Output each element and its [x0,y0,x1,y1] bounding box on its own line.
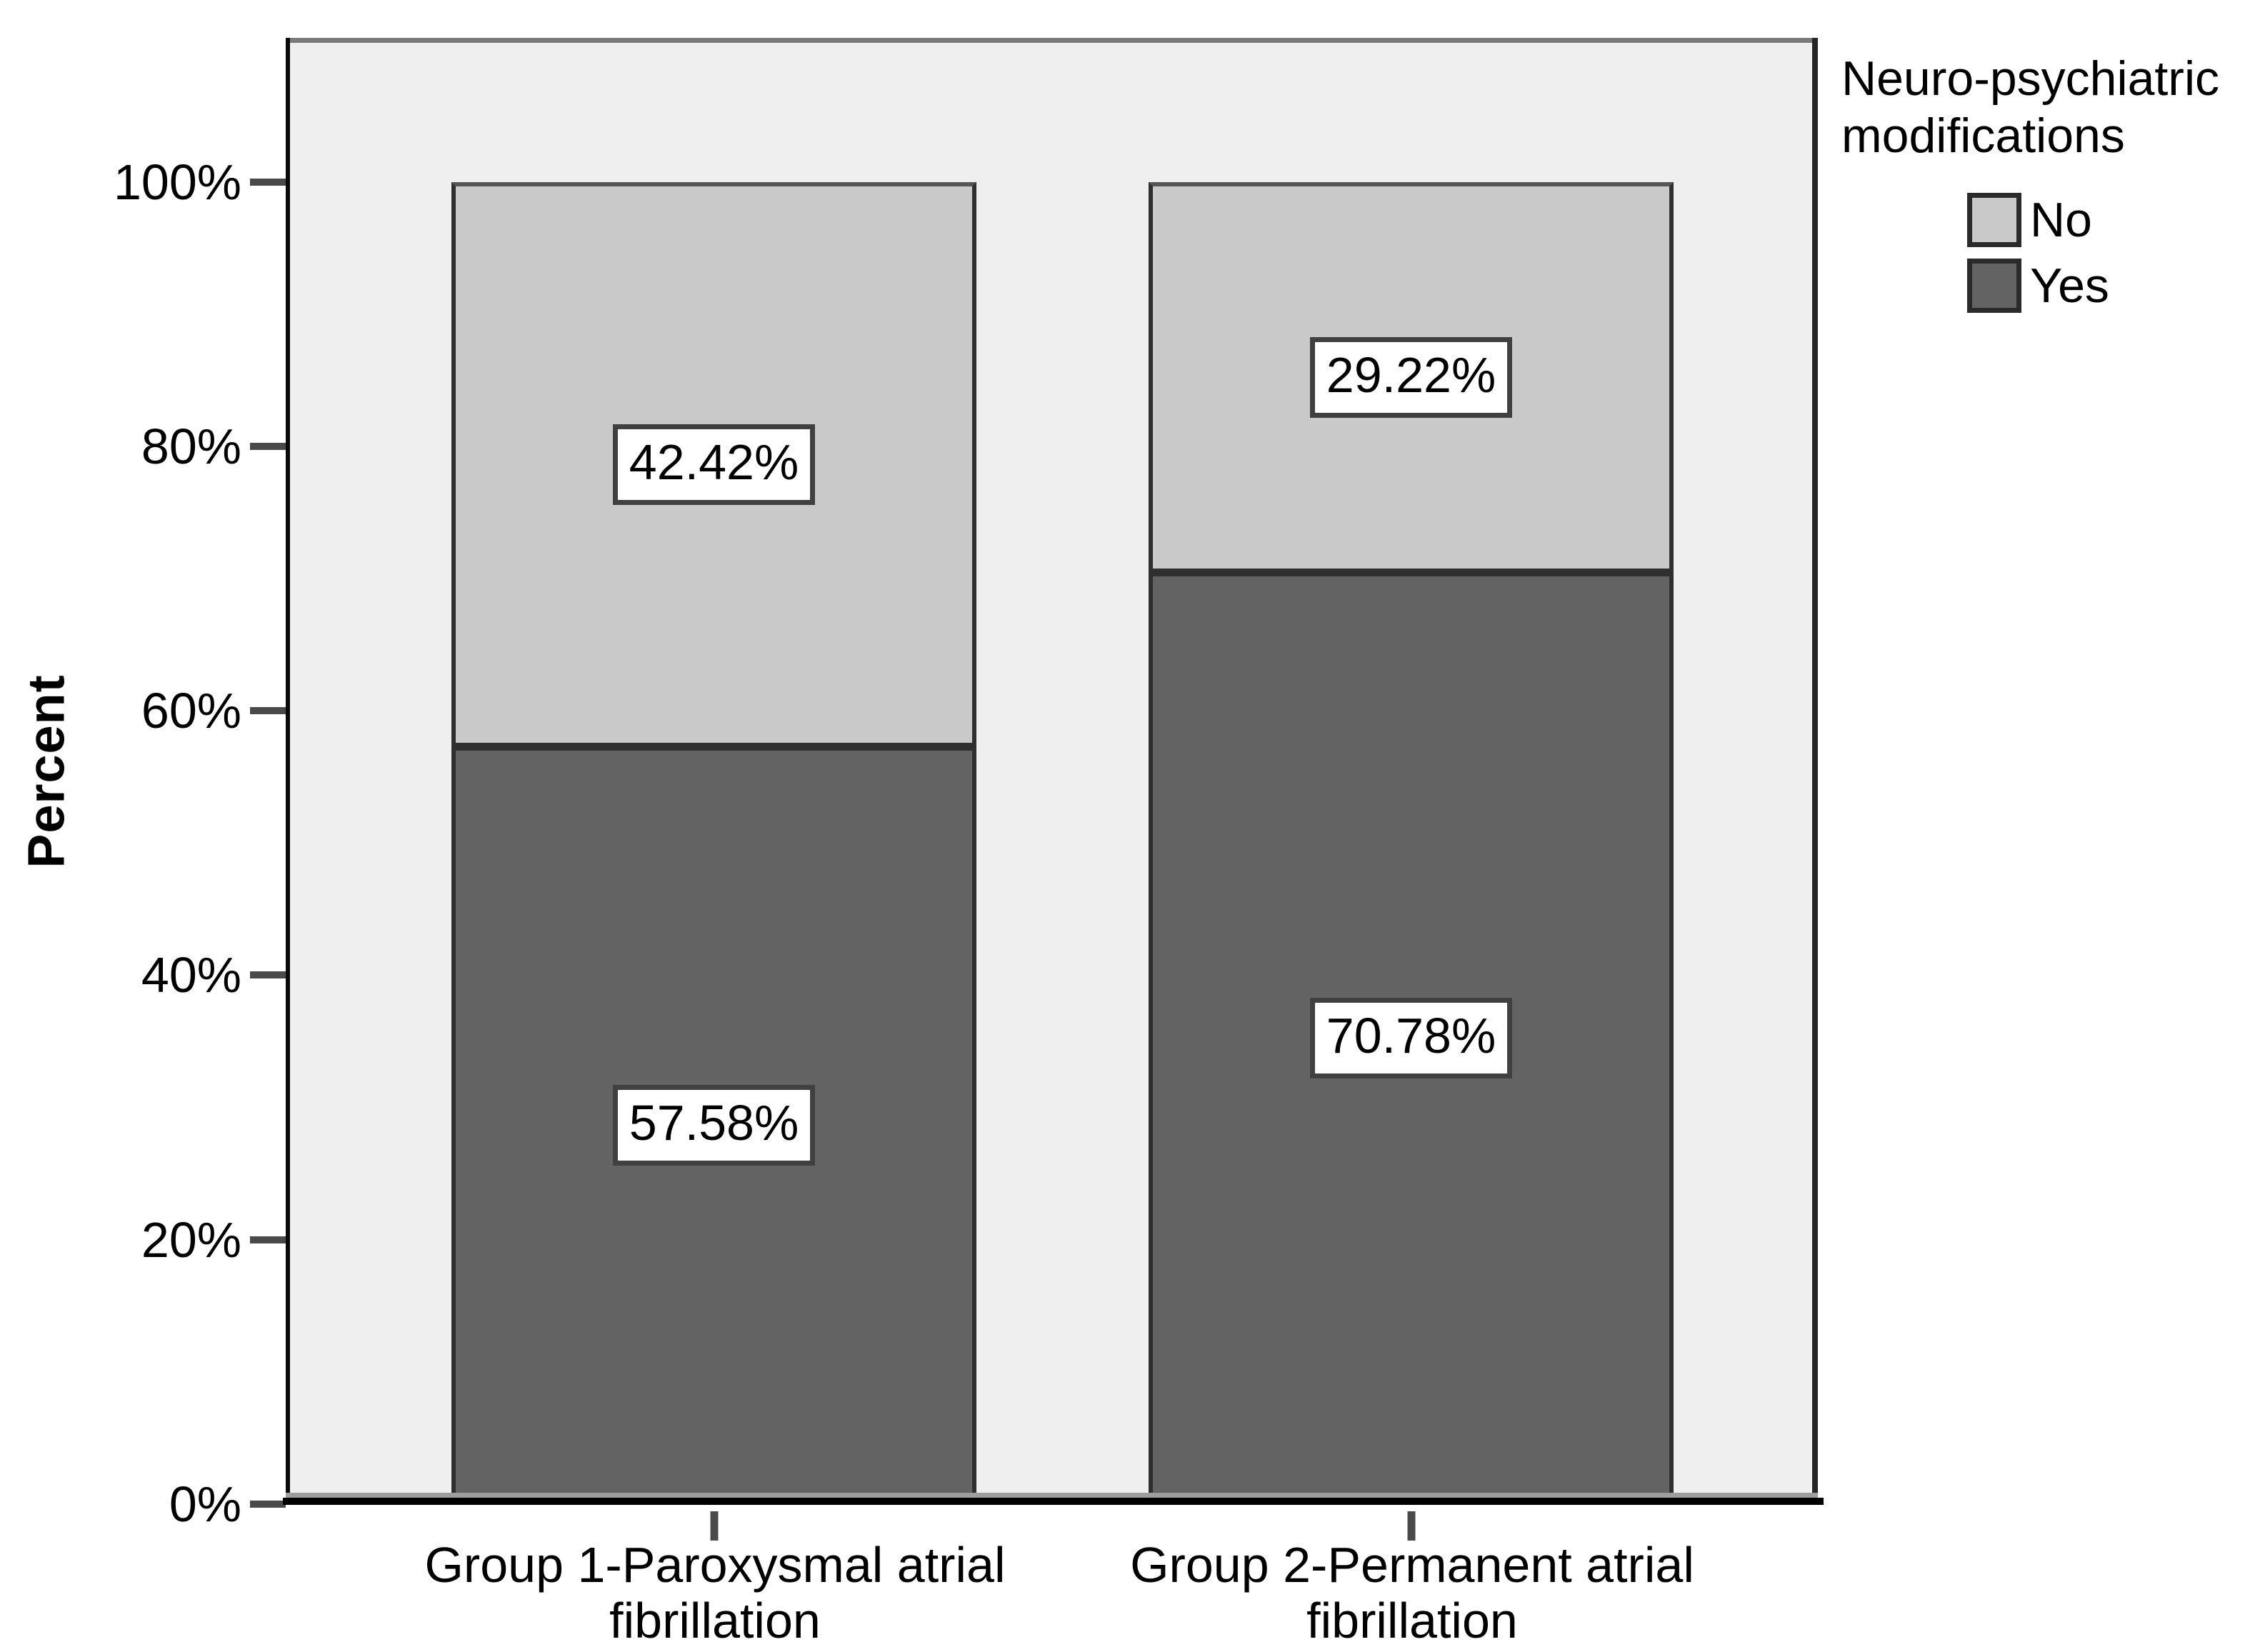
bar-group1-segment-no: 42.42% [451,182,976,744]
data-label-box: 70.78% [1309,997,1513,1078]
bar-group1-segment-yes: 57.58% [451,743,976,1504]
plot-border-right [1812,38,1818,1504]
data-label: 70.78% [1326,1007,1496,1063]
y-tick-mark [250,178,286,186]
x-axis-line [283,1498,1824,1505]
x-tick-mark [710,1511,718,1541]
y-tick-label: 40% [141,947,241,1003]
y-tick-0: 0% [169,1479,286,1529]
data-label-box: 57.58% [612,1085,816,1166]
y-tick-label: 20% [141,1211,241,1268]
axis-bevel [286,1493,1818,1498]
y-tick-mark [250,442,286,450]
y-tick-label: 60% [141,683,241,739]
plot-border-left [286,38,290,1504]
y-tick-80: 80% [141,421,286,471]
data-label: 57.58% [629,1095,799,1151]
y-axis: 0% 20% 40% 60% 80% 100% [0,38,286,1529]
legend-swatch-yes [1967,259,2021,314]
bar-group2-segment-yes: 70.78% [1149,568,1674,1504]
y-tick-label: 100% [113,154,241,210]
y-tick-60: 60% [141,686,286,736]
legend-title: Neuro-psychiatric modifications [1841,51,2220,164]
x-category-label-group2: Group 2-Permanent atrial fibrillation [1130,1537,1694,1648]
legend-item-label: Yes [2030,259,2109,314]
bar-group2-segment-no: 29.22% [1149,182,1674,569]
legend-swatch-no [1967,193,2021,248]
y-tick-mark [250,971,286,979]
legend-item-no: No [1967,193,2260,248]
y-tick-100: 100% [114,157,286,207]
legend-item-label: No [2030,193,2092,248]
y-tick-40: 40% [141,950,286,1000]
data-label-box: 42.42% [612,424,816,506]
x-category-label-group1: Group 1-Paroxysmal atrial fibrillation [424,1537,1006,1648]
data-label: 29.22% [1326,346,1496,403]
y-tick-mark [250,1236,286,1243]
y-tick-label: 80% [141,418,241,474]
data-label-box: 29.22% [1309,336,1513,418]
legend: Neuro-psychiatric modifications No Yes [1841,50,2260,314]
bar-group1: 42.42% 57.58% [451,182,976,1541]
legend-item-yes: Yes [1967,259,2260,314]
y-tick-20: 20% [141,1215,286,1265]
y-tick-label: 0% [169,1476,241,1532]
data-label: 42.42% [629,434,799,491]
bar-group2: 29.22% 70.78% [1149,182,1674,1541]
legend-items: No Yes [1967,193,2260,314]
y-tick-mark [250,707,286,715]
y-tick-mark [250,1501,286,1508]
x-tick-mark [1407,1511,1415,1541]
plot-border-top [286,38,1818,43]
plot-area: 42.42% 57.58% 29.22% 70.78% [286,38,1818,1541]
